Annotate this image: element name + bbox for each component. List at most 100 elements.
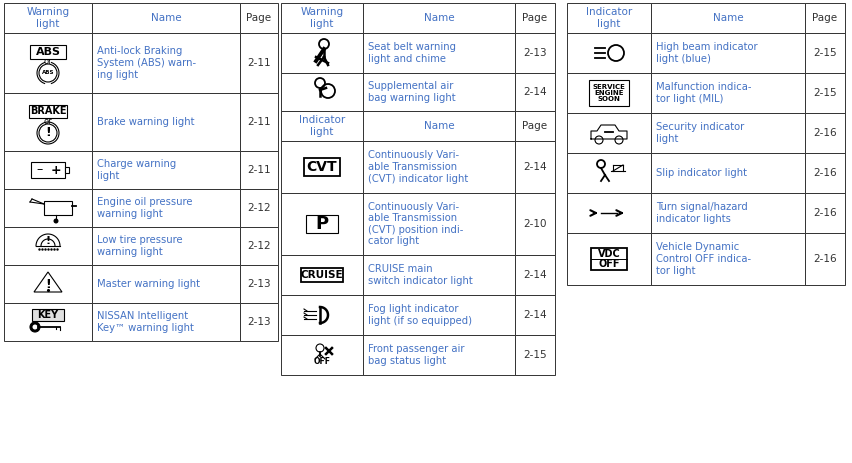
- FancyBboxPatch shape: [363, 73, 515, 111]
- Text: 2-15: 2-15: [812, 48, 836, 58]
- FancyBboxPatch shape: [363, 193, 515, 255]
- Text: KEY: KEY: [37, 310, 59, 320]
- FancyBboxPatch shape: [804, 153, 844, 193]
- FancyBboxPatch shape: [650, 73, 804, 113]
- FancyBboxPatch shape: [239, 93, 278, 151]
- Text: Slip indicator light: Slip indicator light: [655, 168, 746, 178]
- Text: 2-12: 2-12: [247, 241, 270, 251]
- FancyBboxPatch shape: [363, 141, 515, 193]
- FancyBboxPatch shape: [515, 111, 555, 141]
- Text: Master warning light: Master warning light: [97, 279, 199, 289]
- Text: 2-13: 2-13: [522, 48, 546, 58]
- Text: !: !: [45, 126, 51, 139]
- FancyBboxPatch shape: [650, 153, 804, 193]
- Text: Page: Page: [521, 13, 547, 23]
- FancyBboxPatch shape: [29, 105, 67, 118]
- FancyBboxPatch shape: [92, 227, 239, 265]
- Text: Fog light indicator
light (if so equipped): Fog light indicator light (if so equippe…: [367, 304, 471, 326]
- FancyBboxPatch shape: [239, 227, 278, 265]
- Text: BRAKE: BRAKE: [30, 106, 66, 117]
- Text: Seat belt warning
light and chime: Seat belt warning light and chime: [367, 42, 456, 64]
- Text: Page: Page: [246, 13, 271, 23]
- Text: OFF: OFF: [597, 259, 619, 269]
- Text: Warning
light: Warning light: [26, 7, 70, 29]
- Text: Supplemental air
bag warning light: Supplemental air bag warning light: [367, 81, 455, 103]
- FancyBboxPatch shape: [4, 227, 92, 265]
- Text: SERVICE: SERVICE: [592, 84, 625, 90]
- Text: 2-15: 2-15: [522, 350, 546, 360]
- FancyBboxPatch shape: [92, 189, 239, 227]
- Circle shape: [30, 322, 40, 332]
- FancyBboxPatch shape: [567, 3, 650, 33]
- Text: 2-14: 2-14: [522, 87, 546, 97]
- FancyBboxPatch shape: [363, 335, 515, 375]
- FancyBboxPatch shape: [280, 33, 363, 73]
- Text: Continuously Vari-
able Transmission
(CVT) position indi-
cator light: Continuously Vari- able Transmission (CV…: [367, 201, 463, 246]
- FancyBboxPatch shape: [515, 73, 555, 111]
- Text: Vehicle Dynamic
Control OFF indica-
tor light: Vehicle Dynamic Control OFF indica- tor …: [655, 243, 751, 275]
- Text: 2-11: 2-11: [247, 58, 270, 68]
- FancyBboxPatch shape: [280, 255, 363, 295]
- Text: Indicator
light: Indicator light: [585, 7, 631, 29]
- FancyBboxPatch shape: [280, 141, 363, 193]
- FancyBboxPatch shape: [650, 3, 804, 33]
- FancyBboxPatch shape: [44, 201, 72, 215]
- FancyBboxPatch shape: [280, 111, 363, 141]
- Text: !: !: [45, 236, 50, 246]
- FancyBboxPatch shape: [92, 151, 239, 189]
- FancyBboxPatch shape: [650, 33, 804, 73]
- FancyBboxPatch shape: [515, 295, 555, 335]
- FancyBboxPatch shape: [239, 265, 278, 303]
- Text: Anti-lock Braking
System (ABS) warn-
ing light: Anti-lock Braking System (ABS) warn- ing…: [97, 46, 196, 80]
- FancyBboxPatch shape: [65, 167, 69, 173]
- Text: Turn signal/hazard
indicator lights: Turn signal/hazard indicator lights: [655, 202, 747, 224]
- Text: ABS: ABS: [42, 70, 55, 75]
- FancyBboxPatch shape: [515, 193, 555, 255]
- Text: 2-11: 2-11: [247, 165, 270, 175]
- FancyBboxPatch shape: [650, 193, 804, 233]
- Text: !: !: [45, 279, 51, 292]
- Text: Front passenger air
bag status light: Front passenger air bag status light: [367, 344, 464, 366]
- Text: P: P: [315, 215, 328, 233]
- FancyBboxPatch shape: [804, 233, 844, 285]
- Text: CRUISE: CRUISE: [301, 270, 343, 280]
- FancyBboxPatch shape: [650, 113, 804, 153]
- Text: Name: Name: [151, 13, 181, 23]
- FancyBboxPatch shape: [363, 33, 515, 73]
- FancyBboxPatch shape: [239, 151, 278, 189]
- FancyBboxPatch shape: [4, 93, 92, 151]
- Text: Charge warning
light: Charge warning light: [97, 159, 176, 181]
- FancyBboxPatch shape: [515, 33, 555, 73]
- FancyBboxPatch shape: [363, 255, 515, 295]
- Text: NISSAN Intelligent
Key™ warning light: NISSAN Intelligent Key™ warning light: [97, 311, 193, 333]
- Text: VDC: VDC: [597, 249, 619, 259]
- FancyBboxPatch shape: [280, 193, 363, 255]
- FancyBboxPatch shape: [239, 33, 278, 93]
- FancyBboxPatch shape: [4, 151, 92, 189]
- FancyBboxPatch shape: [567, 153, 650, 193]
- FancyBboxPatch shape: [4, 33, 92, 93]
- Text: 2-16: 2-16: [812, 208, 836, 218]
- FancyBboxPatch shape: [804, 73, 844, 113]
- FancyBboxPatch shape: [303, 158, 340, 176]
- FancyBboxPatch shape: [92, 3, 239, 33]
- FancyBboxPatch shape: [280, 3, 363, 33]
- Text: –: –: [37, 163, 43, 176]
- Text: Brake warning light: Brake warning light: [97, 117, 194, 127]
- Text: Page: Page: [521, 121, 547, 131]
- Text: CVT: CVT: [307, 160, 337, 174]
- FancyBboxPatch shape: [4, 265, 92, 303]
- FancyBboxPatch shape: [589, 80, 628, 106]
- FancyBboxPatch shape: [239, 303, 278, 341]
- FancyBboxPatch shape: [4, 3, 92, 33]
- FancyBboxPatch shape: [590, 248, 626, 270]
- Text: 2-13: 2-13: [247, 317, 270, 327]
- FancyBboxPatch shape: [280, 73, 363, 111]
- Text: or: or: [43, 57, 52, 67]
- FancyBboxPatch shape: [804, 3, 844, 33]
- FancyBboxPatch shape: [92, 265, 239, 303]
- FancyBboxPatch shape: [567, 113, 650, 153]
- Text: Engine oil pressure
warning light: Engine oil pressure warning light: [97, 197, 193, 219]
- Text: +: +: [50, 163, 61, 176]
- FancyBboxPatch shape: [92, 93, 239, 151]
